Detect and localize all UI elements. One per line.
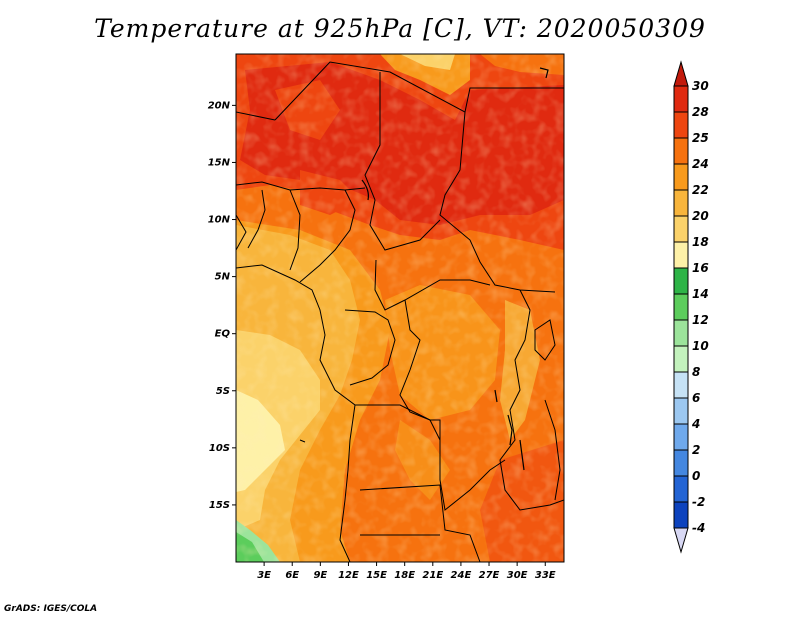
latitude-ticks: 20N 15N 10N 5N EQ 5S 10S 15S: [208, 100, 236, 511]
lon-tick-label: 12E: [338, 570, 359, 581]
colorbar-segment: [673, 397, 689, 425]
colorbar-segment: [673, 345, 689, 373]
colorbar-label: 12: [692, 313, 709, 327]
temperature-field: [236, 54, 564, 562]
lon-tick-label: 30E: [507, 570, 528, 581]
colorbar-label: 24: [692, 157, 709, 171]
colorbar-segment: [673, 319, 689, 347]
colorbar-segment: [673, 111, 689, 139]
colorbar-label: -4: [692, 521, 705, 535]
colorbar-label: 25: [692, 131, 709, 145]
lon-tick-label: 15E: [366, 570, 387, 581]
lat-tick-label: 20N: [208, 100, 231, 111]
lon-tick-label: 3E: [257, 570, 271, 581]
lat-tick-label: EQ: [215, 329, 231, 340]
lat-tick-label: 5S: [216, 386, 230, 397]
colorbar-label: 28: [692, 105, 709, 119]
lat-tick-label: 5N: [215, 272, 231, 283]
colorbar-label: -2: [692, 495, 705, 509]
colorbar-segment: [673, 501, 689, 529]
colorbar-segment: [673, 163, 689, 191]
colorbar-segment: [673, 371, 689, 399]
country-borders: [236, 61, 564, 562]
colorbar-label: 22: [692, 183, 709, 197]
colorbar-segment: [673, 475, 689, 503]
colorbar-label: 30: [692, 79, 709, 93]
colorbar-label: 6: [692, 391, 700, 405]
lon-tick-label: 33E: [535, 570, 556, 581]
colorbar-segment: [673, 423, 689, 451]
colorbar-segment: [673, 267, 689, 295]
colorbar-label: 0: [692, 469, 700, 483]
map-frame: [235, 53, 565, 563]
colorbar-segment: [673, 189, 689, 217]
colorbar-label: 18: [692, 235, 709, 249]
lakes: [361, 67, 549, 471]
colorbar-label: 4: [691, 417, 700, 431]
lon-tick-label: 24E: [451, 570, 472, 581]
lat-tick-label: 10S: [209, 443, 230, 454]
colorbar-bottom-arrow: [673, 527, 689, 554]
plot-title: Temperature at 925hPa [C], VT: 202005030…: [94, 14, 706, 43]
footer-credit: GrADS: IGES/COLA: [4, 604, 98, 614]
colorbar-label: 10: [692, 339, 709, 353]
colorbar-segment: [673, 241, 689, 269]
colorbar-top-arrow: [673, 60, 689, 87]
longitude-ticks: 3E 6E 9E 12E 15E 18E 21E 24E 27E 30E 33E: [257, 562, 556, 581]
colorbar-segment: [673, 85, 689, 113]
colorbar-label: 20: [692, 209, 709, 223]
lon-tick-label: 27E: [479, 570, 500, 581]
colorbar-segment: [673, 137, 689, 165]
lon-tick-label: 18E: [394, 570, 415, 581]
lat-tick-label: 10N: [208, 215, 231, 226]
colorbar-segment: [673, 293, 689, 321]
colorbar-label: 14: [692, 287, 709, 301]
lat-tick-label: 15S: [209, 500, 230, 511]
colorbar-label: 8: [692, 365, 700, 379]
lon-tick-label: 6E: [285, 570, 299, 581]
lat-tick-label: 15N: [208, 157, 231, 168]
colorbar-segment: [673, 449, 689, 477]
colorbar-label: 16: [692, 261, 709, 275]
lon-tick-label: 21E: [422, 570, 443, 581]
colorbar-segment: [673, 215, 689, 243]
colorbar-label: 2: [692, 443, 700, 457]
lon-tick-label: 9E: [313, 570, 327, 581]
